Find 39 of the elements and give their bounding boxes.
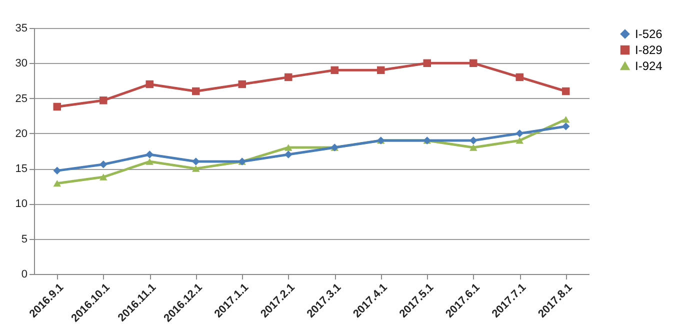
y-tick-label: 30 — [15, 58, 28, 70]
point — [100, 174, 108, 180]
point — [146, 158, 154, 165]
point — [53, 180, 61, 187]
point — [146, 80, 154, 88]
point — [284, 144, 292, 151]
point — [192, 165, 200, 172]
y-tick-label: 15 — [15, 163, 28, 176]
point — [238, 80, 246, 88]
point — [516, 130, 524, 138]
y-tick-label: 5 — [21, 233, 28, 246]
y-tick-label: 20 — [15, 128, 28, 140]
point — [192, 87, 200, 96]
point — [470, 144, 478, 151]
y-tick-label: 0 — [21, 268, 28, 280]
y-tick-label: 35 — [15, 22, 28, 34]
point — [330, 66, 338, 74]
point — [377, 66, 385, 74]
point — [516, 137, 524, 144]
legend-label: I-829 — [635, 43, 663, 57]
point — [284, 73, 292, 82]
point — [562, 122, 570, 130]
legend-label: I-924 — [635, 59, 663, 73]
y-tick-label: 25 — [15, 92, 28, 105]
point — [423, 59, 431, 68]
point — [470, 136, 478, 144]
y-tick-label: 10 — [15, 198, 28, 210]
point — [53, 166, 61, 175]
point — [516, 73, 524, 82]
point — [562, 87, 570, 96]
point — [562, 116, 570, 123]
point — [53, 102, 61, 111]
point — [470, 59, 478, 68]
point — [146, 150, 154, 158]
point — [100, 160, 108, 168]
point — [192, 158, 200, 166]
point — [100, 96, 108, 104]
legend-label: I-526 — [635, 27, 663, 41]
point — [284, 150, 292, 158]
